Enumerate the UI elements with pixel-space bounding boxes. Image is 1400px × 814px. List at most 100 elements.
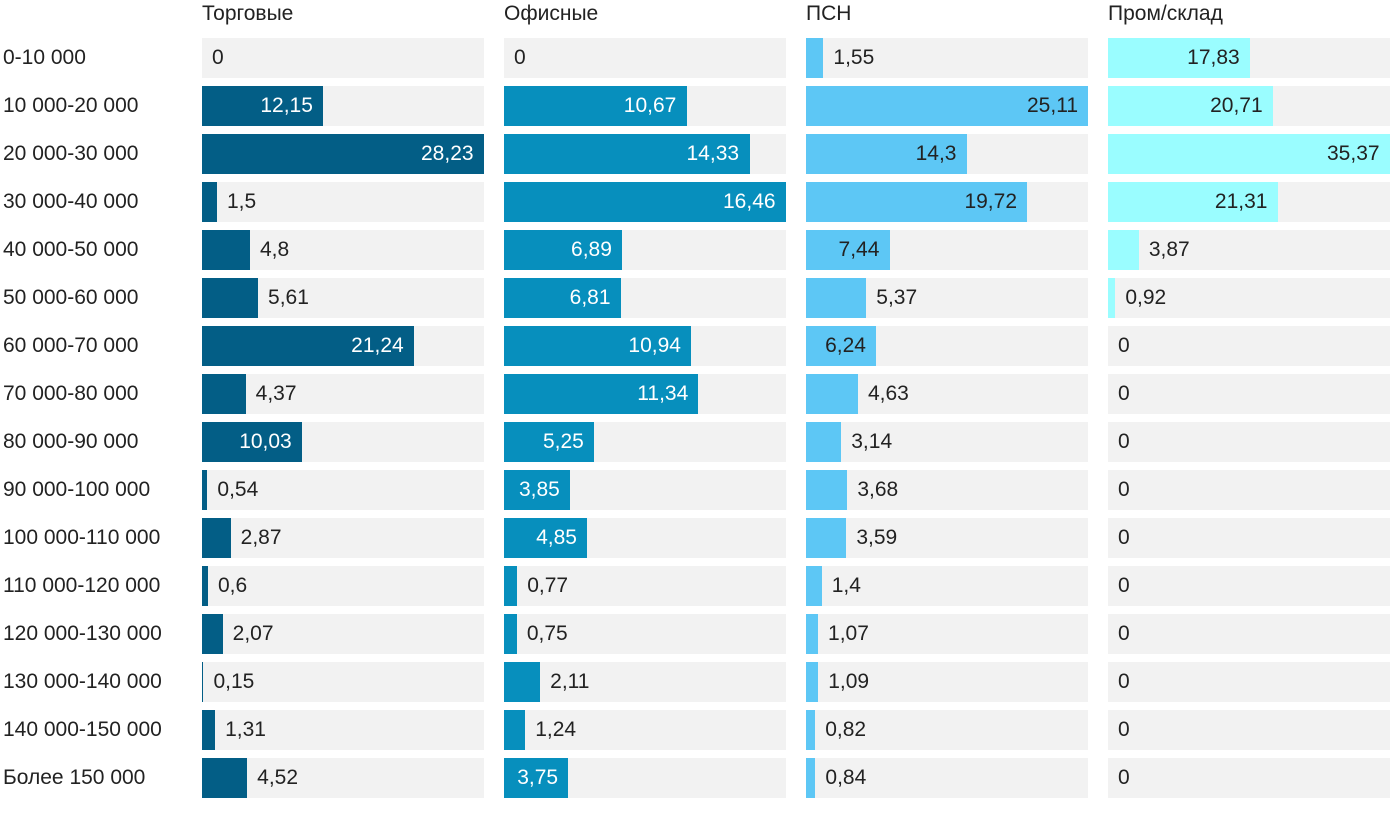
bar-track: 17,83 xyxy=(1108,38,1390,78)
bar xyxy=(202,374,246,414)
bar xyxy=(504,182,786,222)
bar-track: 28,23 xyxy=(202,134,484,174)
bar xyxy=(806,614,819,654)
data-label: 19,72 xyxy=(964,190,1018,213)
panel-title: Пром/склад xyxy=(1108,2,1223,25)
bar xyxy=(202,518,231,558)
data-label: 7,44 xyxy=(838,238,880,261)
bar-track: 5,61 xyxy=(202,278,484,318)
bar xyxy=(504,374,699,414)
bar-track: 3,75 xyxy=(504,758,786,798)
category-label: 140 000-150 000 xyxy=(3,718,162,741)
bar-track: 1,24 xyxy=(504,710,786,750)
bar xyxy=(806,662,819,702)
bar-track: 6,89 xyxy=(504,230,786,270)
bar-track: 21,31 xyxy=(1108,182,1390,222)
data-label: 35,37 xyxy=(1327,142,1380,165)
bar-track: 16,46 xyxy=(504,182,786,222)
data-label: 3,59 xyxy=(856,526,898,549)
bar-track: 0 xyxy=(1108,518,1390,558)
bar-track: 0 xyxy=(504,38,786,78)
bar xyxy=(202,470,208,510)
data-label: 0 xyxy=(1118,478,1130,501)
bar-track: 5,25 xyxy=(504,422,786,462)
bar-track: 0,84 xyxy=(806,758,1088,798)
bar-track: 35,37 xyxy=(1108,134,1390,174)
data-label: 2,11 xyxy=(550,670,590,693)
data-label: 0 xyxy=(1118,574,1130,597)
bar xyxy=(504,614,517,654)
data-label: 0 xyxy=(1118,718,1130,741)
category-label: 110 000-120 000 xyxy=(3,574,161,597)
bar xyxy=(806,134,967,174)
data-label: 3,75 xyxy=(517,766,559,789)
bar-track: 2,87 xyxy=(202,518,484,558)
data-label: 0 xyxy=(1118,526,1130,549)
bar-track: 4,63 xyxy=(806,374,1088,414)
data-label: 10,94 xyxy=(628,334,681,357)
bar-track: 0 xyxy=(1108,326,1390,366)
data-label: 0 xyxy=(1118,766,1130,789)
data-label: 10,67 xyxy=(623,94,677,117)
data-label: 0,54 xyxy=(217,478,259,501)
data-label: 10,03 xyxy=(239,430,292,453)
bar-track: 4,37 xyxy=(202,374,484,414)
data-label: 1,5 xyxy=(226,190,257,213)
bar-track: 14,3 xyxy=(806,134,1088,174)
bar xyxy=(1108,230,1139,270)
bar-track: 0 xyxy=(1108,566,1390,606)
bar-track: 7,44 xyxy=(806,230,1088,270)
data-label: 2,87 xyxy=(240,526,282,549)
bar-track: 0,82 xyxy=(806,710,1088,750)
category-label: 0-10 000 xyxy=(3,46,86,69)
data-label: 14,3 xyxy=(915,142,957,165)
data-label: 3,87 xyxy=(1148,238,1190,261)
data-label: 3,85 xyxy=(518,478,560,501)
bar-track: 0 xyxy=(1108,662,1390,702)
category-label: 30 000-40 000 xyxy=(3,190,139,213)
category-label: 20 000-30 000 xyxy=(3,142,139,165)
bar-track: 1,07 xyxy=(806,614,1088,654)
data-label: 16,46 xyxy=(723,190,776,213)
bar xyxy=(504,326,692,366)
bar xyxy=(806,38,824,78)
data-label: 5,25 xyxy=(542,430,584,453)
data-label: 6,24 xyxy=(825,334,866,357)
bar-track: 4,85 xyxy=(504,518,786,558)
bar xyxy=(1108,38,1251,78)
category-label: 10 000-20 000 xyxy=(3,94,139,117)
data-label: 0,15 xyxy=(213,670,255,693)
bar xyxy=(504,86,687,126)
bar xyxy=(202,86,324,126)
data-label: 12,15 xyxy=(260,94,313,117)
category-label: Более 150 000 xyxy=(3,766,146,789)
bar xyxy=(202,566,208,606)
data-label: 1,09 xyxy=(828,670,870,693)
data-label: 4,37 xyxy=(255,382,297,405)
bar xyxy=(202,134,484,174)
bar-track: 1,5 xyxy=(202,182,484,222)
data-label: 4,8 xyxy=(259,238,290,261)
bar-track: 3,14 xyxy=(806,422,1088,462)
bar xyxy=(202,758,248,798)
data-label: 0,77 xyxy=(527,574,569,597)
bar xyxy=(504,758,569,798)
bar-track: 2,11 xyxy=(504,662,786,702)
bar xyxy=(806,518,847,558)
data-label: 1,24 xyxy=(535,718,577,741)
bar-track: 3,59 xyxy=(806,518,1088,558)
data-label: 14,33 xyxy=(686,142,740,165)
bar xyxy=(202,278,259,318)
bar xyxy=(504,278,621,318)
bar-track: 0,15 xyxy=(202,662,484,702)
bar-track: 1,4 xyxy=(806,566,1088,606)
bar xyxy=(504,710,526,750)
data-label: 1,55 xyxy=(833,46,875,69)
bar-track: 25,11 xyxy=(806,86,1088,126)
category-label: 70 000-80 000 xyxy=(3,382,139,405)
bar xyxy=(806,374,858,414)
data-label: 6,81 xyxy=(569,286,611,309)
bar-track: 0,6 xyxy=(202,566,484,606)
data-label: 4,63 xyxy=(867,382,909,405)
bar-track: 10,94 xyxy=(504,326,786,366)
